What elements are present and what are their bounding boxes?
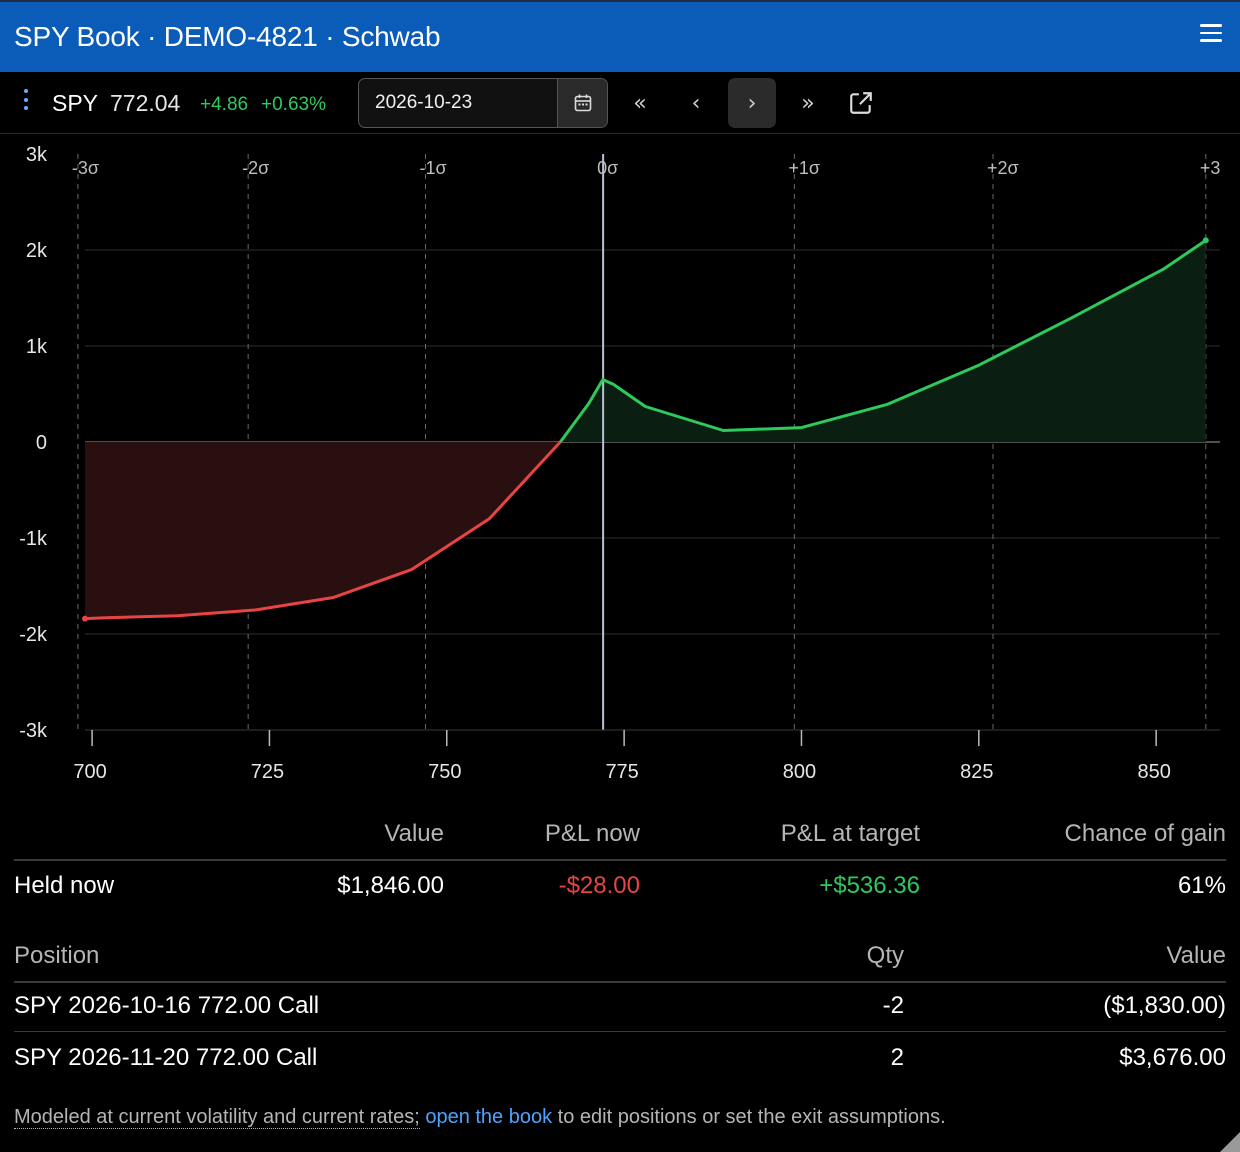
- title-bar: SPY Book · DEMO-4821 · Schwab: [0, 0, 1240, 72]
- x-tick-label: 750: [428, 761, 461, 783]
- last-price: 772.04: [110, 90, 181, 116]
- gain-series-line: [559, 239, 1207, 443]
- chart-area-fills: [85, 240, 1206, 619]
- held-now-chance-of-gain: 61%: [1177, 872, 1226, 899]
- position-qty: -2: [882, 992, 904, 1019]
- open-book-link[interactable]: open the book: [425, 1106, 553, 1128]
- y-tick-label: 2k: [26, 240, 48, 262]
- loss-area: [85, 442, 561, 619]
- held-now-value: $1,846.00: [337, 872, 444, 899]
- footnote: Modeled at current volatility and curren…: [14, 1106, 946, 1129]
- summary-header-value: Value: [384, 820, 444, 847]
- y-tick-label: 0: [36, 432, 47, 454]
- summary-header-chance-of-gain: Chance of gain: [1064, 820, 1226, 847]
- previous-date-button[interactable]: ‹: [691, 90, 701, 116]
- summary-header-pnl-target: P&L at target: [780, 820, 920, 847]
- toolbar: SPY 772.04 +4.86 +0.63% « ‹ › »: [0, 72, 1240, 134]
- y-tick-label: -1k: [19, 528, 48, 550]
- x-tick-label: 700: [73, 761, 106, 783]
- positions-header-position: Position: [14, 942, 100, 969]
- first-date-button[interactable]: «: [633, 90, 647, 116]
- sigma-label: -2σ: [242, 158, 269, 178]
- gain-area: [560, 240, 1206, 442]
- sigma-label: +1σ: [788, 158, 820, 178]
- price-change-percent: +0.63%: [261, 94, 326, 115]
- vertical-ellipsis-icon[interactable]: [22, 89, 30, 115]
- calendar-icon: [574, 94, 591, 112]
- row-divider: [14, 1031, 1226, 1032]
- positions-divider: [14, 981, 1226, 983]
- date-picker: [358, 78, 608, 128]
- footnote-suffix: to edit positions or set the exit assump…: [557, 1106, 946, 1128]
- y-tick-label: 3k: [26, 144, 48, 166]
- positions-header-qty: Qty: [866, 942, 904, 969]
- x-tick-label: 725: [251, 761, 284, 783]
- date-input[interactable]: [359, 79, 557, 127]
- sigma-label: +3: [1200, 158, 1221, 178]
- sigma-label: 0σ: [597, 158, 618, 178]
- window-title: SPY Book · DEMO-4821 · Schwab: [14, 21, 441, 52]
- ticker-symbol: SPY: [52, 90, 99, 116]
- held-now-pnl-now: -$28.00: [558, 872, 640, 899]
- position-name[interactable]: SPY 2026-11-20 772.00 Call: [14, 1044, 318, 1071]
- x-tick-label: 850: [1137, 761, 1170, 783]
- x-tick-label: 775: [605, 761, 638, 783]
- positions-header-value: Value: [1166, 942, 1226, 969]
- held-now-pnl-target: +$536.36: [819, 872, 920, 899]
- x-tick-label: 800: [783, 761, 816, 783]
- y-tick-label: -2k: [19, 624, 48, 646]
- price-change: +4.86: [200, 94, 249, 115]
- sigma-label: +2σ: [987, 158, 1019, 178]
- held-now-label: Held now: [14, 872, 115, 899]
- summary-header-pnl-now: P&L now: [544, 820, 640, 847]
- last-date-button[interactable]: »: [801, 90, 815, 116]
- position-qty: 2: [890, 1044, 904, 1071]
- next-date-button[interactable]: ›: [728, 78, 776, 128]
- sigma-label: -3σ: [72, 158, 99, 178]
- position-name[interactable]: SPY 2026-10-16 772.00 Call: [14, 992, 320, 1019]
- sigma-label: -1σ: [420, 158, 447, 178]
- x-tick-label: 825: [960, 761, 993, 783]
- resize-handle[interactable]: [1220, 1132, 1240, 1152]
- hamburger-icon[interactable]: [1200, 24, 1222, 42]
- external-link-icon[interactable]: [848, 90, 874, 116]
- series-end-point: [1202, 237, 1209, 244]
- chart-lines: [82, 154, 1209, 730]
- series-start-point: [82, 615, 88, 622]
- pnl-chart: 3k 2k 1k 0 -1k -2k -3k -3σ -2σ -1σ 0σ +1σ +2σ +3 700 72…: [19, 144, 1220, 783]
- position-value: $3,676.00: [1119, 1044, 1226, 1071]
- calendar-button[interactable]: [557, 79, 607, 127]
- position-value: ($1,830.00): [1103, 992, 1226, 1019]
- loss-series-line: [84, 440, 562, 621]
- chart-axes: 3k 2k 1k 0 -1k -2k -3k -3σ -2σ -1σ 0σ +1σ +2σ +3 700 72…: [19, 144, 1220, 783]
- y-tick-label: -3k: [19, 720, 48, 742]
- model-assumptions-note[interactable]: Modeled at current volatility and curren…: [14, 1106, 420, 1129]
- summary-divider: [14, 859, 1226, 861]
- y-tick-label: 1k: [26, 336, 48, 358]
